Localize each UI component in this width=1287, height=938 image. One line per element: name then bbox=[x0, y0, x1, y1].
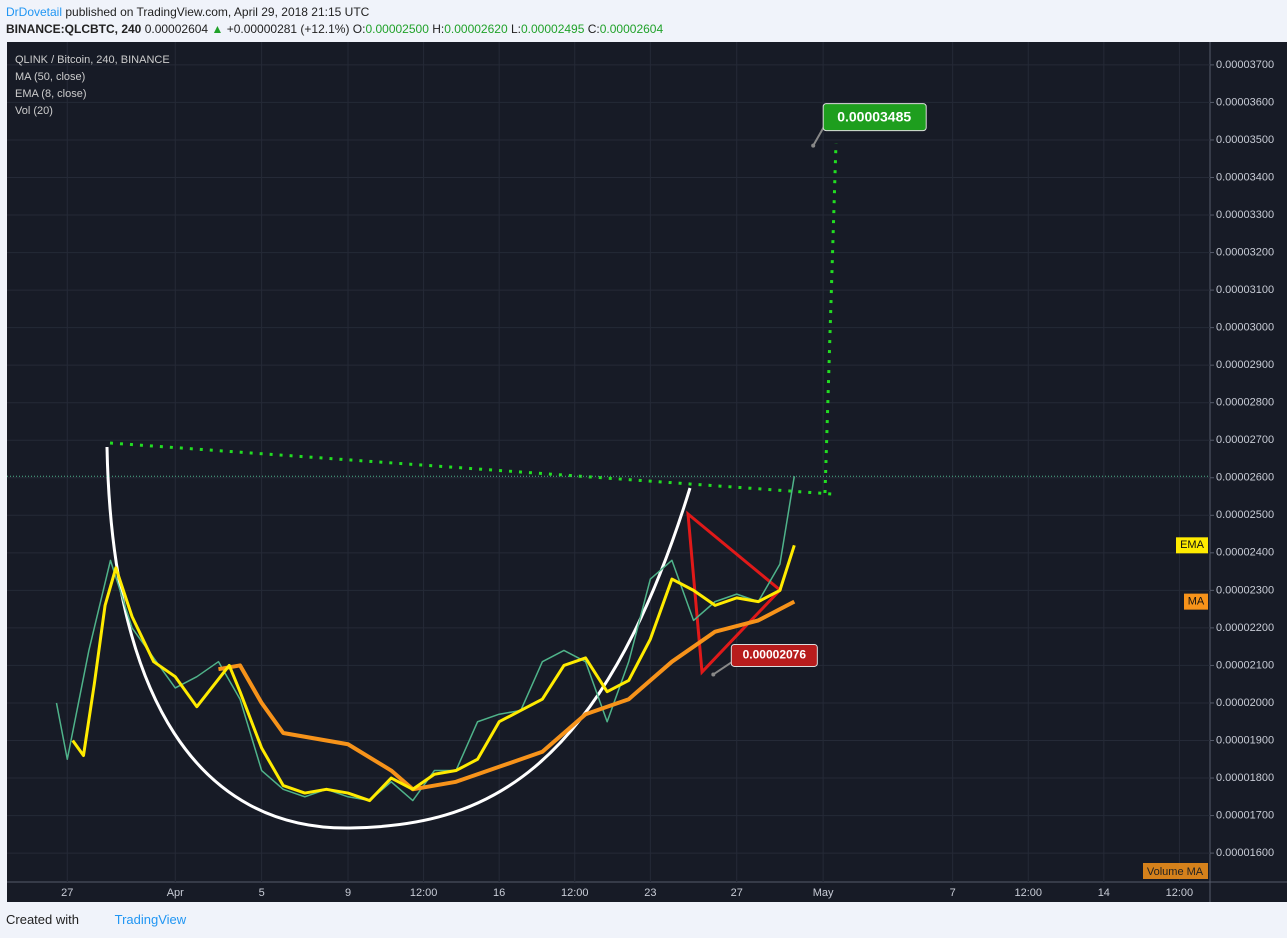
header-line-1: DrDovetail published on TradingView.com,… bbox=[6, 4, 663, 21]
x-tick-label: 23 bbox=[644, 887, 656, 899]
price-axis-bg bbox=[1210, 42, 1287, 882]
volume-ma-tag bbox=[1143, 863, 1208, 879]
y-tick-label: 0.00003400 bbox=[1216, 171, 1274, 183]
x-tick-label: 9 bbox=[345, 887, 351, 899]
legend-entry: Vol (20) bbox=[15, 105, 53, 117]
footer: Created with TradingView bbox=[6, 912, 186, 927]
x-tick-label: 12:00 bbox=[561, 887, 589, 899]
y-tick-label: 0.00002000 bbox=[1216, 697, 1274, 709]
plot-bg bbox=[7, 42, 1210, 882]
x-tick-label: 27 bbox=[731, 887, 743, 899]
c-label: C: bbox=[587, 22, 600, 36]
axis-tag bbox=[1176, 537, 1208, 554]
x-tick-label: 12:00 bbox=[410, 887, 438, 899]
axis-tag bbox=[1184, 593, 1208, 610]
annotation-box bbox=[730, 643, 818, 667]
high: 0.00002620 bbox=[444, 22, 508, 36]
low: 0.00002495 bbox=[520, 22, 585, 36]
y-tick-label: 0.00002800 bbox=[1216, 397, 1274, 409]
y-tick-label: 0.00002500 bbox=[1216, 509, 1274, 521]
y-tick-label: 0.00003100 bbox=[1216, 284, 1274, 296]
y-tick-label: 0.00003300 bbox=[1216, 209, 1274, 221]
x-tick-label: 12:00 bbox=[1166, 887, 1194, 899]
y-tick-label: 0.00002300 bbox=[1216, 584, 1274, 596]
change: +0.00000281 (+12.1%) bbox=[226, 22, 350, 36]
x-tick-label: 16 bbox=[493, 887, 505, 899]
y-tick-label: 0.00002400 bbox=[1216, 547, 1274, 559]
created: Created with bbox=[6, 912, 79, 927]
grid bbox=[7, 42, 1210, 882]
l-label: L: bbox=[510, 22, 521, 36]
header: DrDovetail published on TradingView.com,… bbox=[6, 4, 663, 38]
y-tick-label: 0.00001900 bbox=[1216, 734, 1274, 746]
volume-ma-label: Volume MA bbox=[1147, 866, 1204, 878]
h-label: H: bbox=[432, 22, 445, 36]
y-tick-label: 0.00002600 bbox=[1216, 472, 1274, 484]
y-tick-label: 0.00003700 bbox=[1216, 59, 1274, 71]
y-tick-label: 0.00001800 bbox=[1216, 772, 1274, 784]
annotation-point bbox=[711, 672, 716, 677]
plot bbox=[7, 475, 1210, 803]
chart: QLINK / Bitcoin, 240, BINANCE MA (50, cl… bbox=[7, 42, 1287, 902]
y-tick-label: 0.00001700 bbox=[1216, 809, 1274, 821]
y-tick-label: 0.00003600 bbox=[1216, 96, 1274, 108]
x-tick-label: Apr bbox=[167, 887, 184, 899]
last: 0.00002604 bbox=[144, 22, 209, 36]
y-tick-label: 0.00002700 bbox=[1216, 434, 1274, 446]
y-tick-label: 0.00003200 bbox=[1216, 246, 1274, 258]
y-tick-label: 0.00003000 bbox=[1216, 322, 1274, 334]
target-drawing bbox=[109, 142, 838, 496]
x-tick-label: 12:00 bbox=[1014, 887, 1042, 899]
indicator-line bbox=[71, 544, 796, 803]
brand[interactable]: TradingView bbox=[114, 912, 187, 927]
y-tick-label: 0.00002100 bbox=[1216, 659, 1274, 671]
x-tick-label: 14 bbox=[1098, 887, 1110, 899]
annotation-point bbox=[811, 143, 816, 148]
annotation-label: 0.00003485 bbox=[837, 108, 911, 124]
y-tick-label: 0.00001600 bbox=[1216, 847, 1274, 859]
open: 0.00002500 bbox=[365, 22, 429, 36]
time-axis-bg bbox=[7, 882, 1287, 902]
symbol: BINANCE:QLCBTC, 240 bbox=[6, 22, 142, 36]
o-label: O: bbox=[352, 22, 366, 36]
x-tick-label: 5 bbox=[259, 887, 265, 899]
up-arrow: ▲ bbox=[211, 22, 224, 36]
published: published on TradingView.com, April 29, … bbox=[65, 5, 370, 19]
legend-entry: EMA (8, close) bbox=[15, 88, 87, 100]
annotation-label: 0.00002076 bbox=[743, 648, 807, 662]
annotation-box bbox=[822, 103, 927, 132]
y-tick-label: 0.00002200 bbox=[1216, 622, 1274, 634]
legend-entry: MA (50, close) bbox=[15, 71, 85, 83]
legend-title: QLINK / Bitcoin, 240, BINANCE bbox=[15, 54, 170, 66]
axis-tag-label: MA bbox=[1188, 596, 1205, 608]
y-tick-label: 0.00002900 bbox=[1216, 359, 1274, 371]
x-tick-label: May bbox=[813, 887, 834, 899]
y-tick-label: 0.00003500 bbox=[1216, 134, 1274, 146]
axis-tag-label: EMA bbox=[1180, 539, 1205, 551]
indicator-line bbox=[218, 599, 796, 792]
cup-drawing bbox=[105, 446, 692, 830]
header-line-2: BINANCE:QLCBTC, 240 0.00002604 ▲ +0.0000… bbox=[6, 21, 663, 38]
x-tick-label: 27 bbox=[61, 887, 73, 899]
x-tick-label: 7 bbox=[950, 887, 956, 899]
close: 0.00002604 bbox=[599, 22, 664, 36]
author[interactable]: DrDovetail bbox=[6, 5, 63, 19]
